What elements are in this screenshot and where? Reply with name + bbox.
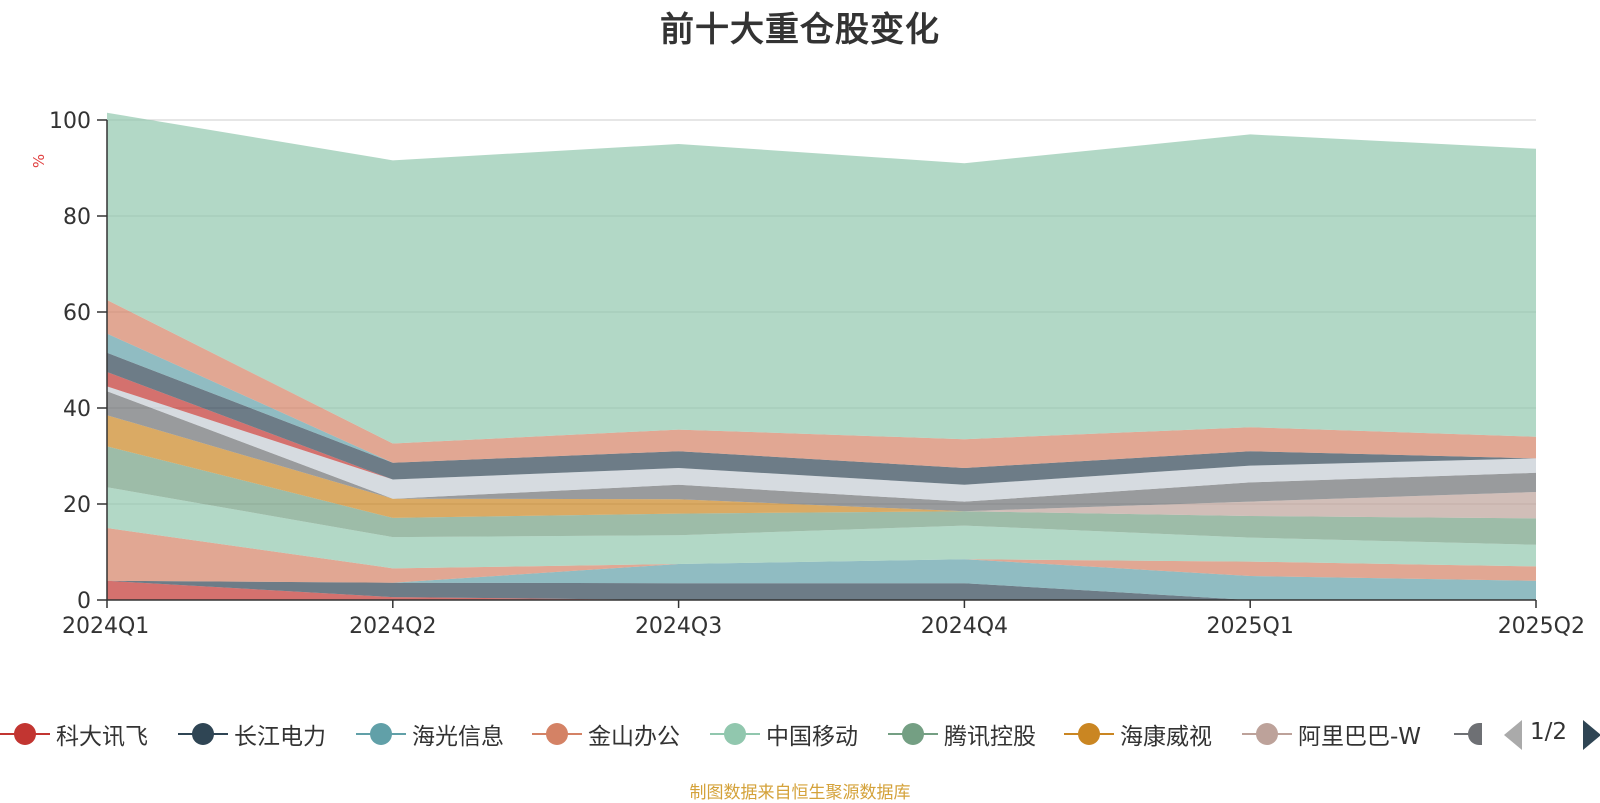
legend-label: 科大讯飞 [56, 724, 148, 750]
x-tick-label: 2024Q1 [62, 614, 149, 639]
area-series-0 [107, 580, 1536, 600]
y-tick-label: 20 [63, 493, 91, 518]
legend-marker-icon [710, 716, 760, 752]
legend-item[interactable]: 金山办公 [532, 716, 680, 752]
area-series-7 [107, 415, 1536, 519]
legend-marker-icon [1064, 716, 1114, 752]
legend-marker-icon [178, 716, 228, 752]
area-series-5 [107, 446, 1536, 545]
legend-label: 腾讯控股 [944, 724, 1036, 750]
legend-prev-page-icon[interactable] [1504, 720, 1522, 750]
legend-marker-icon [1454, 716, 1486, 752]
legend-item-partial [1454, 716, 1492, 752]
axes: 0 20 40 60 80 100 2024Q1 2024Q2 2024Q3 2024Q4 2025… [30, 109, 1585, 639]
x-tick-label: 2024Q4 [921, 614, 1008, 639]
legend-item[interactable]: 科大讯飞 [0, 716, 148, 752]
y-tick-label: 100 [49, 109, 91, 134]
legend-item[interactable]: 中国移动 [710, 716, 858, 752]
area-series-13 [107, 300, 1536, 468]
y-tick-label: 60 [63, 301, 91, 326]
area-series-2 [107, 559, 1536, 600]
legend-item[interactable]: 海康威视 [1064, 716, 1212, 752]
x-tick-label: 2024Q3 [635, 614, 722, 639]
legend-marker-icon [888, 716, 938, 752]
area-series-14 [107, 112, 1536, 444]
x-tick-label: 2025Q2 [1498, 614, 1585, 639]
legend-marker-icon [1242, 716, 1292, 752]
x-tick-label: 2025Q1 [1207, 614, 1294, 639]
legend-marker-icon [532, 716, 582, 752]
chart-title: 前十大重仓股变化 [660, 10, 940, 50]
y-axis-label: % [30, 154, 48, 168]
legend-label: 中国移动 [766, 724, 858, 750]
area-series-3 [107, 528, 1536, 583]
stacked-areas [107, 112, 1536, 600]
legend-label: 阿里巴巴-W [1298, 724, 1422, 750]
legend-item[interactable]: 腾讯控股 [888, 716, 1036, 752]
legend-page-indicator: 1/2 [1530, 719, 1568, 745]
y-tick-label: 40 [63, 397, 91, 422]
legend-item[interactable]: 阿里巴巴-W [1242, 716, 1421, 752]
area-series-1 [107, 580, 1536, 600]
legend-marker-icon [356, 716, 406, 752]
legend-item[interactable]: 长江电力 [178, 716, 326, 752]
legend-marker-icon [0, 716, 50, 752]
legend-label: 金山办公 [588, 724, 680, 750]
legend: 科大讯飞 长江电力 海光信息 金山办公 中国移动 腾讯控股 海康威视 阿里巴巴-W [0, 716, 1600, 752]
area-series-4 [107, 487, 1536, 569]
legend-next-page-icon[interactable] [1583, 720, 1600, 750]
y-tick-label: 0 [77, 589, 91, 614]
area-series-9 [107, 386, 1536, 502]
y-tick-label: 80 [63, 205, 91, 230]
x-tick-label: 2024Q2 [349, 614, 436, 639]
legend-label: 海康威视 [1120, 724, 1212, 750]
legend-label: 长江电力 [234, 724, 326, 750]
legend-item[interactable]: 海光信息 [356, 716, 504, 752]
source-note: 制图数据来自恒生聚源数据库 [689, 783, 911, 803]
legend-label: 海光信息 [412, 724, 504, 750]
